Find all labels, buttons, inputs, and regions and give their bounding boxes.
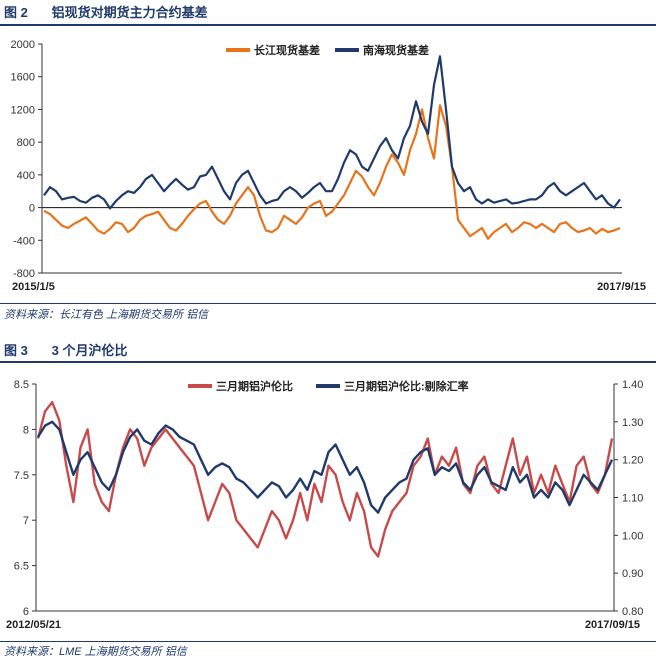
- series-line-ratio: [36, 401, 614, 558]
- right-y-tick-label: 0.80: [622, 606, 643, 618]
- figure3-title: 3 个月沪伦比: [51, 343, 128, 358]
- figure2-number: 图 2: [4, 5, 28, 20]
- y-tick-label: 1600: [11, 72, 35, 84]
- left-y-tick-label: 6: [23, 606, 29, 618]
- y-tick-label: 0: [29, 203, 35, 215]
- y-tick-label: -400: [13, 235, 35, 247]
- figure3-source: 资料来源：LME 上海期货交易所 铝信: [4, 646, 187, 658]
- legend-label: 南海现货基差: [363, 43, 429, 57]
- right-y-tick-label: 1.30: [622, 417, 643, 429]
- x-end-label: 2017/9/15: [597, 281, 646, 293]
- left-y-tick-label: 7: [23, 515, 29, 527]
- figure3-title-rule: [0, 361, 656, 363]
- series-line-changjiang: [43, 104, 621, 240]
- figure2-source-rule: [0, 303, 656, 304]
- figure3-source-rule: [0, 641, 656, 642]
- right-y-tick-label: 1.00: [622, 530, 643, 542]
- ratio-line-chart: 6 6.5 7 7.5 8 8.5 0.80 0.90 1.00 1.10 1.20 1.30 1.40…: [6, 379, 643, 631]
- x-start-label: 2012/05/21: [6, 619, 61, 631]
- figure2-title-rule: [0, 24, 656, 26]
- x-start-label: 2015/1/5: [12, 281, 55, 293]
- legend-label: 三月期铝沪伦比: [216, 379, 293, 393]
- y-tick-label: 800: [17, 137, 35, 149]
- x-end-label: 2017/09/15: [585, 619, 640, 631]
- series-line-nanhai: [43, 55, 621, 210]
- figure3-header: 图 3 3 个月沪伦比: [4, 340, 652, 362]
- right-y-tick-label: 0.90: [622, 568, 643, 580]
- y-tick-label: -800: [13, 268, 35, 280]
- right-y-tick-label: 1.20: [622, 455, 643, 467]
- y-tick-label: 400: [17, 170, 35, 182]
- basis-line-chart: -800 -400 0 400 800 1200 1600 2000 长江现货基差 南海现货基差 2…: [11, 39, 646, 293]
- right-y-tick-label: 1.10: [622, 493, 643, 505]
- legend-label: 长江现货基差: [254, 43, 320, 57]
- y-tick-label: 2000: [11, 39, 35, 51]
- right-y-tick-label: 1.40: [622, 379, 643, 391]
- figure2-header: 图 2 铝现货对期货主力合约基差: [4, 2, 652, 24]
- left-y-tick-label: 6.5: [14, 561, 29, 573]
- figure3-number: 图 3: [4, 343, 28, 358]
- left-y-tick-label: 8.5: [14, 379, 29, 391]
- figure2-source: 资料来源：长江有色 上海期货交易所 铝信: [4, 309, 209, 321]
- figure2-title: 铝现货对期货主力合约基差: [51, 5, 208, 20]
- left-y-tick-label: 7.5: [14, 470, 29, 482]
- series-line-ratio-ex-fx: [36, 420, 614, 514]
- left-y-tick-label: 8: [23, 424, 29, 436]
- legend-label: 三月期铝沪伦比:剔除汇率: [344, 379, 469, 393]
- y-tick-label: 1200: [11, 104, 35, 116]
